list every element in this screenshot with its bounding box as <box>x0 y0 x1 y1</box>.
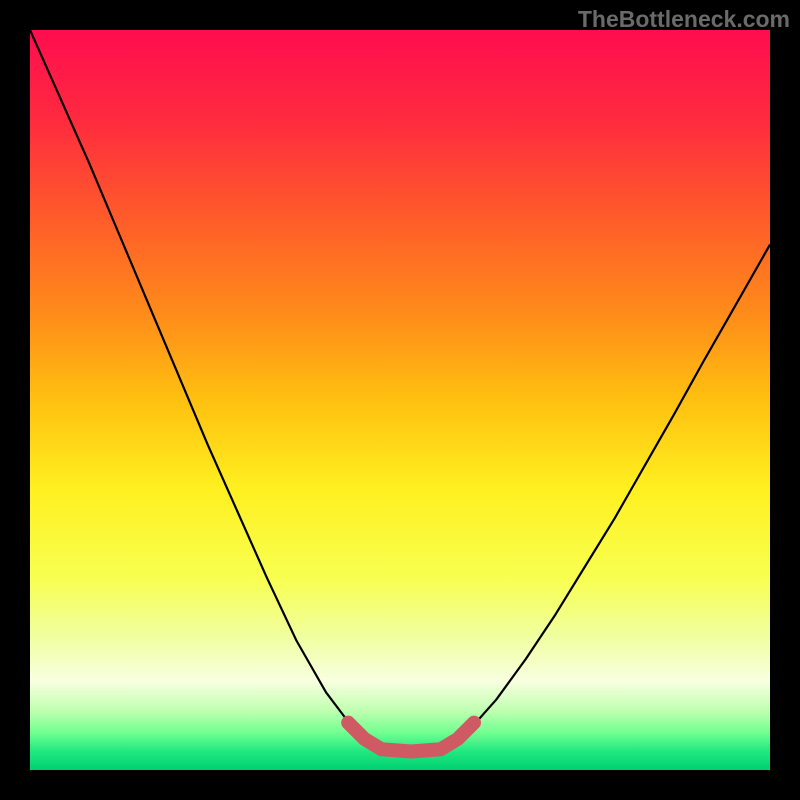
watermark-text: TheBottleneck.com <box>578 6 790 33</box>
chart-svg <box>30 30 770 770</box>
chart-container: TheBottleneck.com <box>0 0 800 800</box>
plot-area <box>30 30 770 770</box>
gradient-background <box>30 30 770 770</box>
